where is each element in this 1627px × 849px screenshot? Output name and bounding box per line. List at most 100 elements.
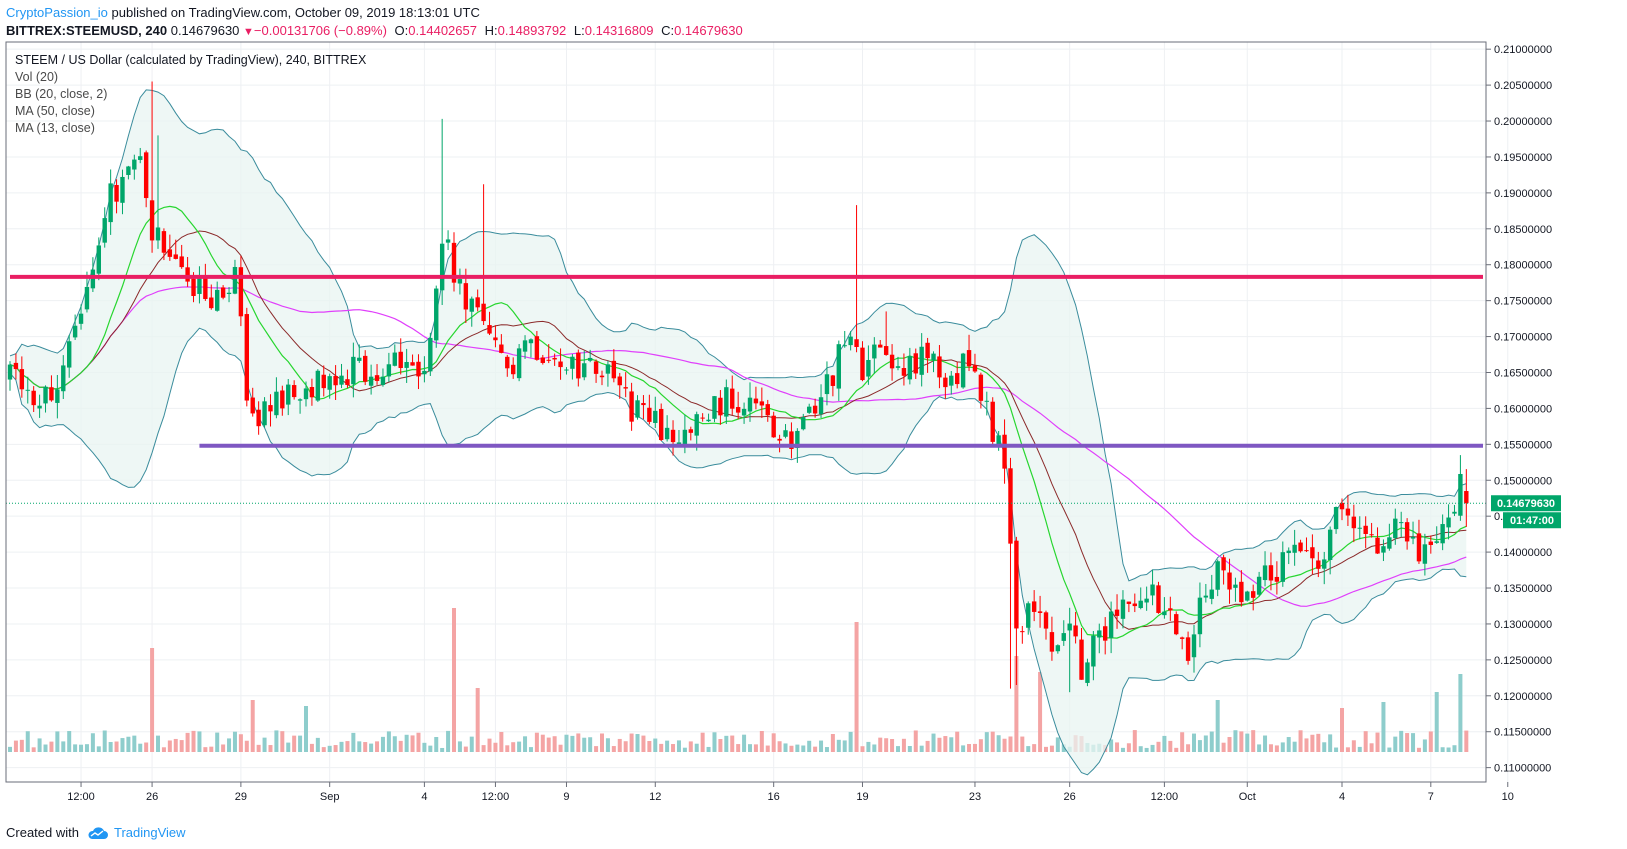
price-badge-box bbox=[1491, 495, 1561, 512]
candle-body bbox=[919, 346, 924, 375]
y-tick-label: 0.20500000 bbox=[1494, 80, 1552, 92]
candle-body bbox=[286, 384, 291, 405]
time-axis[interactable]: 12:00 26 29 Sep 4 12:00 9 12 16 19 23 26 12:00 Oct 4 7 1… bbox=[67, 782, 1514, 803]
volume-bar bbox=[232, 731, 237, 752]
volume-bar bbox=[1298, 730, 1303, 752]
volume-bar bbox=[1233, 730, 1238, 752]
candle-body bbox=[801, 417, 806, 430]
volume-bar bbox=[1322, 742, 1327, 752]
candle-body bbox=[1191, 634, 1197, 658]
candle-body bbox=[1079, 639, 1084, 680]
volume-bar bbox=[351, 732, 356, 752]
candle-body bbox=[836, 344, 841, 389]
change-value: −0.00131706 (−0.89%) bbox=[253, 23, 387, 38]
volume-bar bbox=[31, 747, 36, 752]
candle-body bbox=[1037, 611, 1043, 613]
volume-bar bbox=[765, 745, 770, 752]
volume-bar bbox=[830, 734, 835, 752]
y-tick-label: 0.19500000 bbox=[1494, 152, 1552, 164]
bb-fill bbox=[10, 89, 1467, 775]
symbol-label: BITTREX:STEEMUSD, 240 bbox=[6, 23, 168, 38]
volume-bar bbox=[872, 744, 877, 752]
candle-body bbox=[143, 152, 149, 199]
volume-bar bbox=[801, 745, 806, 752]
candle-body bbox=[469, 298, 474, 312]
candle-body bbox=[1144, 598, 1149, 603]
volume-bar bbox=[1162, 735, 1167, 752]
volume-bar bbox=[813, 746, 818, 752]
candle-body bbox=[599, 375, 605, 378]
volume-bar bbox=[665, 740, 670, 752]
candle-body bbox=[215, 289, 220, 311]
price-axis[interactable]: 0.11000000 0.11500000 0.12000000 0.12500000… bbox=[1486, 44, 1552, 775]
legend-item-ma13[interactable]: MA (13, close) bbox=[15, 121, 95, 135]
legend-item-ma50[interactable]: MA (50, close) bbox=[15, 104, 95, 118]
candle-body bbox=[706, 419, 711, 422]
volume-bar bbox=[1055, 737, 1060, 752]
volume-bar bbox=[682, 747, 687, 752]
candle-body bbox=[250, 397, 255, 414]
candle-body bbox=[1150, 584, 1155, 596]
candle-body bbox=[1114, 609, 1120, 616]
volume-bar bbox=[191, 730, 196, 752]
author-link[interactable]: CryptoPassion_io bbox=[6, 5, 108, 20]
y-tick-label: 0.17500000 bbox=[1494, 296, 1552, 308]
candle-body bbox=[783, 430, 788, 437]
volume-bar bbox=[120, 738, 125, 752]
y-tick-label: 0.17000000 bbox=[1494, 332, 1552, 344]
candle-body bbox=[1055, 645, 1061, 652]
candle-body bbox=[540, 357, 545, 363]
volume-bar bbox=[594, 746, 599, 752]
candle-body bbox=[1043, 612, 1049, 629]
volume-bar bbox=[984, 732, 989, 752]
candle-body bbox=[1245, 591, 1250, 601]
candle-body bbox=[1221, 557, 1226, 571]
candle-body bbox=[528, 339, 534, 344]
candle-body bbox=[1239, 581, 1244, 603]
candle-body bbox=[161, 231, 167, 253]
legend-item-bb[interactable]: BB (20, close, 2) bbox=[15, 87, 108, 101]
volume-bar bbox=[1186, 744, 1191, 752]
y-tick-label: 0.11000000 bbox=[1494, 763, 1551, 775]
volume-bar bbox=[653, 738, 658, 752]
volume-bar bbox=[1434, 692, 1439, 752]
volume-bar bbox=[487, 738, 492, 752]
candle-body bbox=[931, 353, 936, 361]
volume-bar bbox=[659, 743, 664, 752]
candle-body bbox=[1410, 536, 1416, 539]
candle-body bbox=[1174, 614, 1179, 635]
candle-body bbox=[587, 357, 593, 361]
volume-bar bbox=[1416, 747, 1421, 752]
volume-bar bbox=[286, 742, 291, 752]
candle-body bbox=[1434, 541, 1439, 543]
volume-bar bbox=[1008, 736, 1013, 752]
candle-body bbox=[1008, 468, 1013, 544]
candle-body bbox=[1351, 516, 1357, 529]
candle-body bbox=[339, 375, 344, 385]
plot-border bbox=[5, 41, 1487, 783]
candle-body bbox=[1179, 637, 1185, 639]
volume-bar bbox=[1203, 735, 1208, 752]
volume-bar bbox=[108, 742, 113, 752]
volume-bar bbox=[256, 744, 261, 752]
volume-bar bbox=[1132, 730, 1137, 752]
volume-bar bbox=[748, 744, 752, 752]
candle-body bbox=[309, 387, 315, 398]
candle-body bbox=[960, 353, 966, 388]
candle-body bbox=[765, 404, 770, 416]
candle-body bbox=[1108, 611, 1114, 638]
tradingview-brand-link[interactable]: TradingView bbox=[114, 825, 186, 840]
legend-item-volume[interactable]: Vol (20) bbox=[15, 70, 59, 84]
candle-body bbox=[220, 287, 226, 298]
candle-body bbox=[653, 410, 658, 423]
volume-bar bbox=[528, 747, 533, 752]
candle-body bbox=[333, 376, 338, 386]
candle-body bbox=[1126, 601, 1132, 604]
volume-bar bbox=[499, 731, 504, 752]
candle-body bbox=[889, 354, 895, 369]
candle-body bbox=[1274, 576, 1280, 582]
volume-bar bbox=[913, 730, 918, 752]
volume-bar bbox=[1192, 733, 1196, 752]
candle-body bbox=[410, 362, 415, 366]
